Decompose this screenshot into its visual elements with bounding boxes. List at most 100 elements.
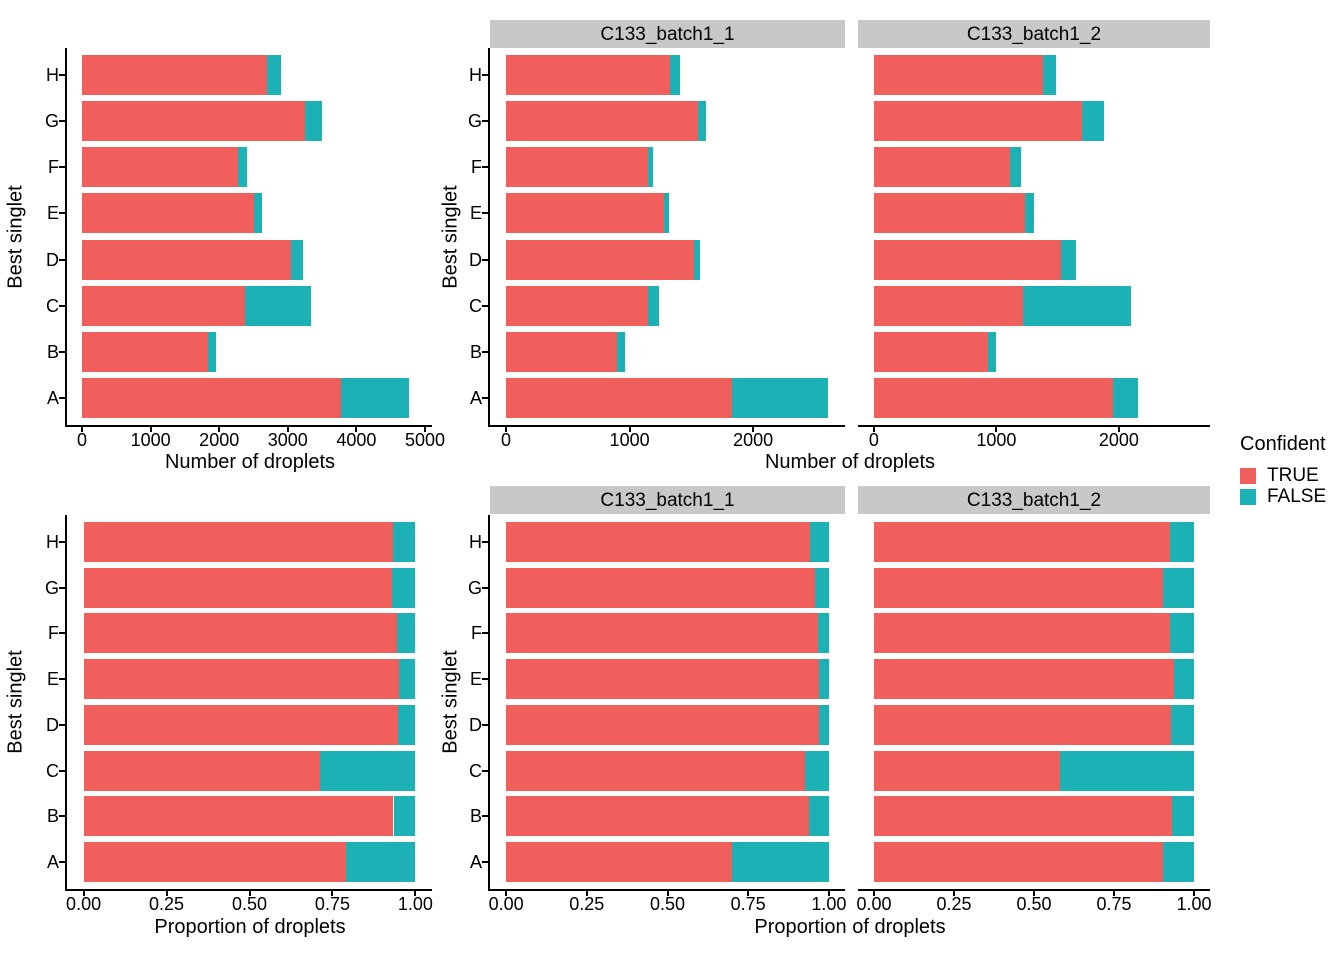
bar-segment-true xyxy=(506,55,671,96)
bar-segment-false xyxy=(810,521,829,562)
y-axis-tick xyxy=(482,304,488,307)
x-tick-label: 2000 xyxy=(1098,430,1139,450)
y-axis-tick xyxy=(482,678,488,681)
bar-segment-true xyxy=(82,101,305,142)
legend-title: Confident xyxy=(1240,433,1326,455)
bar-segment-false xyxy=(397,613,416,654)
bar-segment-false xyxy=(267,55,281,96)
x-tick-label: 0.75 xyxy=(730,894,766,914)
bar-segment-false xyxy=(1082,101,1105,142)
bar-segment-false xyxy=(732,842,829,883)
y-tick-label: C xyxy=(469,760,482,781)
x-axis-line xyxy=(858,889,1210,891)
bar-segment-false xyxy=(1061,239,1076,280)
bar-segment-true xyxy=(83,796,394,837)
y-axis-tick xyxy=(59,769,65,772)
legend-item-false: FALSE xyxy=(1240,486,1326,507)
y-tick-label: H xyxy=(469,65,482,86)
y-tick-label: D xyxy=(46,249,59,270)
y-tick-label: A xyxy=(46,852,59,873)
y-axis-tick xyxy=(482,540,488,543)
x-axis-tick xyxy=(628,427,631,432)
y-axis-line xyxy=(488,48,490,427)
y-axis-tick xyxy=(482,769,488,772)
bar-segment-true xyxy=(506,331,618,372)
x-tick-label: 0.00 xyxy=(856,894,892,914)
x-axis-tick xyxy=(752,427,755,432)
x-tick-label: 1000 xyxy=(609,430,650,450)
x-axis-tick xyxy=(414,891,417,896)
bar-segment-true xyxy=(506,613,818,654)
x-tick-label: 0 xyxy=(868,430,879,450)
x-axis-tick xyxy=(872,427,875,432)
bar-segment-true xyxy=(873,239,1062,280)
y-tick-label: B xyxy=(469,806,482,827)
y-axis-tick xyxy=(59,258,65,261)
x-axis-tick xyxy=(505,427,508,432)
y-axis-title: Best singlet xyxy=(439,650,462,754)
x-tick-label: 0.50 xyxy=(1016,894,1052,914)
legend-label-false: FALSE xyxy=(1267,486,1327,507)
y-axis-title: Best singlet xyxy=(439,184,462,289)
bar-segment-false xyxy=(1170,704,1194,745)
x-axis-tick xyxy=(286,427,289,432)
y-axis-tick xyxy=(59,166,65,169)
bar-segment-true xyxy=(82,147,238,188)
x-tick-label: 2000 xyxy=(199,430,240,450)
y-tick-label: C xyxy=(46,760,59,781)
bar-segment-true xyxy=(83,567,392,608)
y-axis-tick xyxy=(482,632,488,635)
bar-segment-false xyxy=(664,193,670,234)
x-tick-label: 3000 xyxy=(267,430,308,450)
facet-strip-label: C133_batch1_1 xyxy=(600,489,735,511)
bar-segment-false xyxy=(732,377,829,418)
y-tick-label: D xyxy=(469,249,482,270)
bar-segment-true xyxy=(82,239,292,280)
y-axis-tick xyxy=(59,678,65,681)
x-tick-label: 0.50 xyxy=(649,894,686,914)
y-tick-label: F xyxy=(48,623,59,644)
bar-segment-true xyxy=(82,285,246,326)
facet-strip: C133_batch1_1 xyxy=(490,486,845,514)
bar-segment-false xyxy=(392,521,416,562)
x-tick-label: 0.25 xyxy=(569,894,605,914)
y-axis-tick xyxy=(59,396,65,399)
x-tick-label: 0 xyxy=(77,430,88,450)
x-tick-label: 1.00 xyxy=(811,894,847,914)
x-tick-label: 0.25 xyxy=(936,894,972,914)
bar-segment-false xyxy=(1024,193,1035,234)
x-tick-label: 0.00 xyxy=(488,894,524,914)
x-axis-tick xyxy=(995,427,998,432)
x-axis-tick xyxy=(248,891,251,896)
y-axis-tick xyxy=(59,723,65,726)
x-axis-tick xyxy=(505,891,508,896)
y-axis-tick xyxy=(482,586,488,589)
bar-segment-true xyxy=(874,613,1170,654)
x-axis-tick xyxy=(585,891,588,896)
y-tick-label: B xyxy=(46,806,59,827)
bar-segment-false xyxy=(1174,659,1194,700)
x-axis-tick xyxy=(666,891,669,896)
bar-segment-true xyxy=(506,521,811,562)
x-axis-tick xyxy=(1117,427,1120,432)
y-axis-tick xyxy=(482,120,488,123)
x-tick-label: 1000 xyxy=(130,430,171,450)
bar-segment-true xyxy=(873,331,988,372)
bar-segment-false xyxy=(253,193,263,234)
y-tick-label: G xyxy=(467,111,482,132)
y-axis-title: Best singlet xyxy=(4,650,27,754)
bar-segment-true xyxy=(506,285,649,326)
x-axis-title: Number of droplets xyxy=(764,451,936,473)
y-tick-label: F xyxy=(471,623,482,644)
bar-segment-false xyxy=(697,101,707,142)
bar-segment-false xyxy=(397,704,416,745)
x-axis-line xyxy=(858,425,1210,427)
x-tick-label: 0.50 xyxy=(231,894,268,914)
y-axis-tick xyxy=(482,723,488,726)
x-tick-label: 4000 xyxy=(336,430,377,450)
x-tick-label: 5000 xyxy=(404,430,446,450)
bar-segment-true xyxy=(874,796,1172,837)
bar-segment-false xyxy=(345,842,416,883)
bar-segment-false xyxy=(1170,613,1194,654)
